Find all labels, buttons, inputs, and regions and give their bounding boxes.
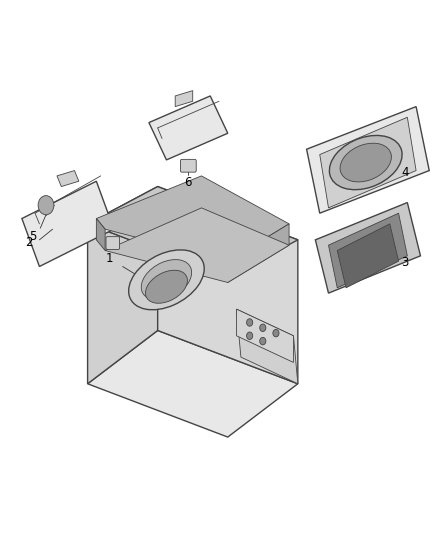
Polygon shape — [57, 171, 79, 187]
Text: 1: 1 — [106, 252, 113, 265]
Ellipse shape — [145, 270, 187, 303]
Polygon shape — [149, 96, 228, 160]
Text: 3: 3 — [402, 256, 409, 269]
Ellipse shape — [329, 135, 402, 190]
Polygon shape — [307, 107, 429, 213]
Ellipse shape — [129, 250, 204, 310]
Circle shape — [260, 324, 266, 332]
Text: 5: 5 — [29, 230, 36, 243]
Polygon shape — [315, 203, 420, 293]
Polygon shape — [96, 219, 105, 251]
Polygon shape — [320, 117, 416, 208]
Polygon shape — [96, 176, 289, 261]
Circle shape — [273, 329, 279, 337]
Text: 4: 4 — [401, 166, 409, 179]
Polygon shape — [228, 224, 289, 282]
Text: 6: 6 — [184, 176, 192, 189]
Circle shape — [38, 196, 54, 215]
Polygon shape — [175, 91, 193, 107]
Circle shape — [260, 337, 266, 345]
Circle shape — [247, 332, 253, 340]
Polygon shape — [337, 224, 399, 288]
FancyBboxPatch shape — [106, 237, 120, 249]
Polygon shape — [88, 330, 298, 437]
Polygon shape — [328, 213, 407, 288]
Polygon shape — [88, 187, 298, 277]
FancyBboxPatch shape — [180, 159, 196, 172]
Polygon shape — [105, 208, 289, 282]
Ellipse shape — [141, 260, 192, 300]
Circle shape — [247, 319, 253, 326]
Polygon shape — [22, 181, 114, 266]
Polygon shape — [88, 187, 158, 384]
Polygon shape — [158, 187, 298, 384]
Text: 2: 2 — [25, 236, 32, 249]
Polygon shape — [237, 309, 298, 384]
Polygon shape — [237, 309, 293, 362]
Ellipse shape — [340, 143, 392, 182]
